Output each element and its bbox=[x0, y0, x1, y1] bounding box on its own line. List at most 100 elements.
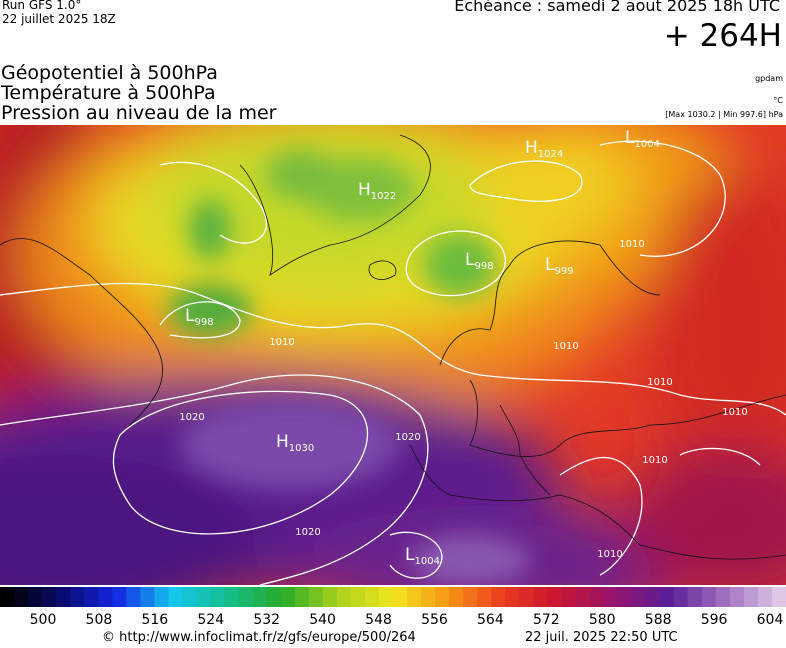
center-type: L bbox=[545, 255, 555, 275]
scale-swatch bbox=[14, 587, 29, 607]
isobar-label: 1020 bbox=[295, 527, 320, 538]
pressure-center: L998 bbox=[465, 250, 494, 272]
center-type: H bbox=[525, 138, 538, 158]
scale-swatch bbox=[421, 587, 436, 607]
scale-swatch bbox=[294, 587, 310, 607]
scale-swatch bbox=[182, 587, 197, 607]
scale-swatch bbox=[364, 587, 380, 607]
temperature-field bbox=[0, 125, 786, 585]
center-value: 998 bbox=[474, 261, 493, 272]
scale-swatch bbox=[28, 587, 43, 607]
scale-swatch bbox=[42, 587, 57, 607]
source: gpdam bbox=[755, 74, 783, 83]
valid-time: Echéance : samedi 2 aout 2025 18h UTC bbox=[454, 0, 780, 15]
scale-swatch bbox=[743, 587, 759, 607]
center-value: 1022 bbox=[371, 191, 396, 202]
scale-label: 548 bbox=[365, 612, 392, 628]
scale-swatch bbox=[701, 587, 717, 607]
scale-swatch bbox=[154, 587, 169, 607]
center-value: 999 bbox=[554, 266, 573, 277]
scale-swatch bbox=[350, 587, 366, 607]
title: Géopotentiel à 500hPa bbox=[1, 62, 218, 84]
title: Température à 500hPa bbox=[1, 82, 216, 104]
center-type: L bbox=[465, 250, 475, 270]
isobar-label: 1010 bbox=[597, 549, 622, 560]
scale-swatch bbox=[238, 587, 254, 607]
center-type: H bbox=[358, 180, 371, 200]
scale-swatch bbox=[56, 587, 71, 607]
title: Pression au niveau de la mer bbox=[1, 102, 277, 124]
scale-label: 596 bbox=[701, 612, 728, 628]
isobar-label: 1010 bbox=[722, 407, 747, 418]
scale-swatch bbox=[687, 587, 703, 607]
scale-swatch bbox=[617, 587, 633, 607]
scale-swatch bbox=[645, 587, 661, 607]
scale-swatch bbox=[589, 587, 605, 607]
scale-label: 516 bbox=[141, 612, 168, 628]
center-value: 1004 bbox=[414, 556, 439, 567]
unit: °C bbox=[773, 96, 783, 105]
scale-swatch bbox=[168, 587, 183, 607]
color-scale: 500 508 516 524 532 540 548 556 564 572 580 588 596 6… bbox=[0, 587, 786, 628]
isobar-label: 1020 bbox=[179, 412, 204, 423]
scale-swatch bbox=[533, 587, 548, 607]
scale-label: 588 bbox=[645, 612, 672, 628]
scale-swatch bbox=[715, 587, 731, 607]
center-value: 998 bbox=[194, 317, 213, 328]
center-value: 1030 bbox=[289, 443, 314, 454]
scale-swatch bbox=[547, 587, 562, 607]
map: H1030H1024H1022L998L998L999L1004L1004101… bbox=[0, 125, 786, 585]
scale-swatch bbox=[280, 587, 296, 607]
scale-label: 500 bbox=[30, 612, 57, 628]
scale-swatch bbox=[140, 587, 155, 607]
scale-label: 572 bbox=[533, 612, 560, 628]
scale-swatch bbox=[308, 587, 324, 607]
isobar-label: 1010 bbox=[553, 341, 578, 352]
scale-swatch bbox=[757, 587, 773, 607]
scale-swatch bbox=[673, 587, 689, 607]
pressure-center: H1030 bbox=[276, 432, 314, 454]
isobar-label: 1010 bbox=[269, 337, 294, 348]
scale-swatch bbox=[771, 587, 786, 607]
scale-swatch bbox=[336, 587, 352, 607]
run-date: 22 juillet 2025 18Z bbox=[2, 12, 116, 26]
scale-swatch bbox=[0, 587, 15, 607]
scale-swatch bbox=[575, 587, 590, 607]
scale-swatch bbox=[491, 587, 506, 607]
run: Run GFS 1.0° bbox=[2, 0, 82, 12]
scale-label: 556 bbox=[421, 612, 448, 628]
isobar-label: 1010 bbox=[642, 455, 667, 466]
scale-swatch bbox=[463, 587, 478, 607]
scale-swatch bbox=[378, 587, 394, 607]
scale-swatch bbox=[322, 587, 338, 607]
isobars bbox=[0, 140, 786, 585]
scale-swatch bbox=[505, 587, 520, 607]
scale-swatch bbox=[84, 587, 99, 607]
center-value: 1004 bbox=[634, 139, 659, 150]
scale-swatch bbox=[631, 587, 647, 607]
footer-url: © http://www.infoclimat.fr/z/gfs/europe/… bbox=[102, 630, 416, 645]
scale-swatch bbox=[729, 587, 745, 607]
isobar-label: 1010 bbox=[647, 377, 672, 388]
scale-swatch bbox=[126, 587, 141, 607]
pressure-center: L998 bbox=[185, 306, 214, 328]
scale-swatch bbox=[112, 587, 127, 607]
scale-swatch bbox=[407, 587, 422, 607]
scale-label: 540 bbox=[309, 612, 336, 628]
lead-time: + 264H bbox=[663, 18, 782, 54]
scale-swatch bbox=[603, 587, 619, 607]
pressure-range: [Max 1030.2 | Min 997.6] hPa bbox=[665, 110, 783, 119]
pressure-center: H1022 bbox=[358, 180, 396, 202]
footer-timestamp: 22 juil. 2025 22:50 UTC bbox=[525, 630, 678, 645]
pressure-center: L1004 bbox=[405, 545, 440, 567]
center-type: L bbox=[185, 306, 195, 326]
scale-swatch bbox=[659, 587, 675, 607]
scale-swatch bbox=[266, 587, 282, 607]
scale-label: 580 bbox=[589, 612, 616, 628]
center-type: L bbox=[625, 128, 635, 148]
scale-swatch bbox=[210, 587, 226, 607]
scale-swatch bbox=[449, 587, 464, 607]
scale-label: 564 bbox=[477, 612, 504, 628]
coastlines bbox=[0, 134, 786, 560]
scale-swatch bbox=[98, 587, 113, 607]
